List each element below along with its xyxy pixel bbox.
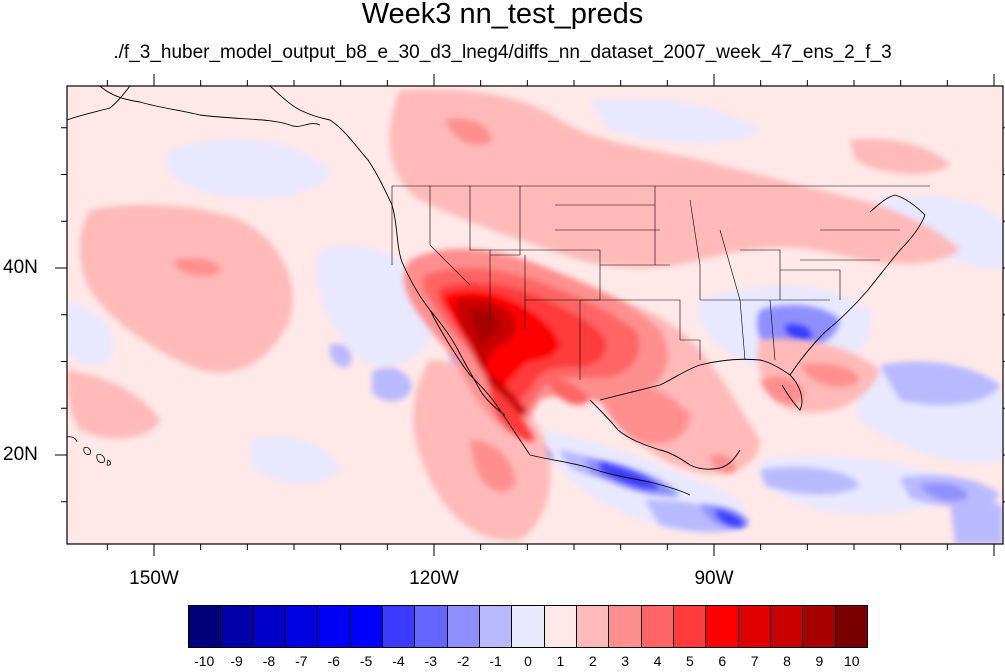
colorbar-label: -1 <box>489 653 502 669</box>
colorbar-label: -5 <box>359 653 373 669</box>
colorbar-swatch <box>609 606 642 647</box>
colorbar-label: -10 <box>194 653 215 669</box>
colorbar-label: -3 <box>424 653 438 669</box>
plot-subtitle: ./f_3_huber_model_output_b8_e_30_d3_lneg… <box>113 42 892 63</box>
colorbar-label: 5 <box>685 653 694 669</box>
colorbar-label: 9 <box>815 653 824 669</box>
plot-title: Week3 nn_test_preds <box>361 0 644 30</box>
colorbar-label: -9 <box>230 653 243 669</box>
colorbar-label: -6 <box>327 653 340 669</box>
lat-label-20n: 20N <box>3 444 38 465</box>
colorbar-swatch <box>479 606 513 647</box>
colorbar-swatch <box>415 606 448 647</box>
colorbar-swatch <box>285 606 319 647</box>
colorbar-label: 4 <box>653 653 662 669</box>
lon-label-150w: 150W <box>129 568 179 589</box>
colorbar-swatch <box>706 606 739 647</box>
colorbar-swatch <box>673 606 707 647</box>
colorbar-swatch <box>189 606 222 647</box>
colorbar-label: -7 <box>295 653 308 669</box>
colorbar-swatch <box>576 606 610 647</box>
colorbar-label: -2 <box>457 653 470 669</box>
lon-label-120w: 120W <box>409 568 459 589</box>
colorbar-swatch <box>835 606 867 647</box>
colorbar-label: -8 <box>262 653 276 669</box>
colorbar-swatch <box>318 606 351 647</box>
colorbar-swatch <box>253 606 286 647</box>
colorbar-label: 10 <box>844 653 860 669</box>
colorbar-label: 8 <box>783 653 791 669</box>
colorbar-label: 1 <box>556 653 565 669</box>
colorbar-label: 2 <box>588 653 597 669</box>
temperature-anomaly-field <box>67 86 1003 544</box>
lat-label-40n: 40N <box>3 257 38 278</box>
colorbar-label: -4 <box>392 653 405 669</box>
colorbar-swatch <box>512 606 545 647</box>
colorbar <box>188 605 868 648</box>
colorbar-label: 7 <box>750 653 759 669</box>
colorbar-swatch <box>544 606 577 647</box>
colorbar-swatch <box>803 606 836 647</box>
coastline <box>67 86 926 496</box>
colorbar-swatch <box>738 606 771 647</box>
colorbar-label: 0 <box>524 653 532 669</box>
colorbar-swatch <box>641 606 674 647</box>
colorbar-swatch <box>770 606 804 647</box>
colorbar-label: 3 <box>621 653 630 669</box>
lon-label-90w: 90W <box>694 568 734 589</box>
colorbar-swatch <box>221 606 254 647</box>
state-borders <box>391 185 930 380</box>
colorbar-swatch <box>382 606 416 647</box>
colorbar-swatch <box>447 606 480 647</box>
colorbar-label: 6 <box>718 653 727 669</box>
colorbar-swatch <box>350 606 383 647</box>
